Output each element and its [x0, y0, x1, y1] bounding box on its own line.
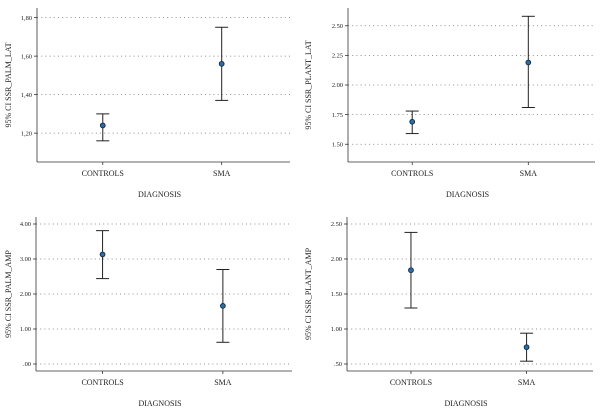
error-bar: [215, 26, 229, 101]
x-tick-label: CONTROLS: [82, 169, 124, 178]
chart-palm-amp: 95% CI SSR_PALM_AMP DIAGNOSIS .00 1.00 2.0…: [4, 217, 292, 408]
y-tick-label: 1.75: [332, 112, 343, 119]
y-tick-label: 1.50: [331, 291, 342, 298]
y-tick-label: 2.25: [332, 53, 343, 60]
y-tick-label: 2.50: [332, 23, 343, 30]
y-tick-label: .50: [334, 361, 342, 368]
error-bar: [520, 332, 534, 362]
mean-marker: [220, 303, 226, 309]
x-tick-label: CONTROLS: [391, 169, 433, 178]
plot-area: 1,20 1,40 1,60 1,80 CONTROLS SMA: [21, 8, 290, 178]
y-tick-label: 2.50: [331, 221, 342, 228]
y-tick-label: 2.00: [332, 82, 343, 89]
x-axis-title: DIAGNOSIS: [446, 190, 489, 199]
x-tick-label: CONTROLS: [390, 378, 432, 387]
y-tick-label: 1.00: [20, 326, 31, 333]
y-tick-label: 2.00: [331, 256, 342, 263]
y-tick-label: 1,80: [21, 15, 32, 22]
x-axis-title: DIAGNOSIS: [138, 399, 181, 408]
plot-area: .00 1.00 2.00 3.00 4.00 CONTROLS SMA: [20, 217, 292, 387]
mean-marker: [99, 251, 106, 258]
y-axis-title: 95% CI SSR_PALM_LAT: [4, 42, 13, 127]
error-bar: [405, 110, 419, 135]
error-bar: [216, 269, 230, 343]
x-tick-label: SMA: [520, 169, 538, 178]
plot-area: .50 1.00 1.50 2.00 2.50 CONTROLS SMA: [331, 217, 593, 387]
chart-plant-amp: 95% CI SSR_PLANT_AMP DIAGNOSIS .50 1.00 1.…: [304, 217, 593, 408]
y-tick-label: 2.00: [20, 291, 31, 298]
mean-marker: [523, 344, 530, 351]
y-tick-label: 1.50: [332, 141, 343, 148]
y-tick-label: 3.00: [20, 256, 31, 263]
y-tick-label: 1,20: [21, 130, 32, 137]
mean-marker: [99, 122, 106, 129]
y-tick-label: 1,40: [21, 92, 32, 99]
y-tick-label: 1,60: [21, 53, 32, 60]
x-tick-label: SMA: [213, 169, 231, 178]
y-tick-label: 1.00: [331, 326, 342, 333]
mean-marker: [408, 267, 414, 274]
plot-area: 1.50 1.75 2.00 2.25 2.50 CONTROLS SMA: [332, 8, 595, 178]
mean-marker: [525, 59, 532, 66]
y-tick-label: .00: [23, 361, 31, 368]
x-axis-title: DIAGNOSIS: [444, 399, 487, 408]
y-tick-label: 4.00: [20, 221, 31, 228]
mean-marker: [409, 118, 416, 125]
mean-marker: [218, 60, 225, 67]
chart-palm-lat: 95% CI SSR_PALM_LAT DIAGNOSIS 1,201,401,…: [4, 8, 290, 199]
x-tick-label: SMA: [518, 378, 536, 387]
error-bar: [404, 231, 418, 309]
error-bar: [96, 113, 110, 142]
chart-plant-lat: 95% CI SSR_PLANT_LAT DIAGNOSIS 1.50 1.75 2…: [304, 8, 595, 199]
x-axis-title: DIAGNOSIS: [138, 190, 181, 199]
y-axis-title: 95% CI SSR_PLANT_LAT: [304, 40, 313, 129]
y-axis-title: 95% CI SSR_PLANT_AMP: [304, 247, 313, 340]
x-tick-label: CONTROLS: [81, 378, 123, 387]
error-bar: [521, 15, 535, 109]
error-bar: [96, 230, 110, 280]
y-axis-title: 95% CI SSR_PALM_AMP: [4, 250, 13, 338]
x-tick-label: SMA: [214, 378, 232, 387]
